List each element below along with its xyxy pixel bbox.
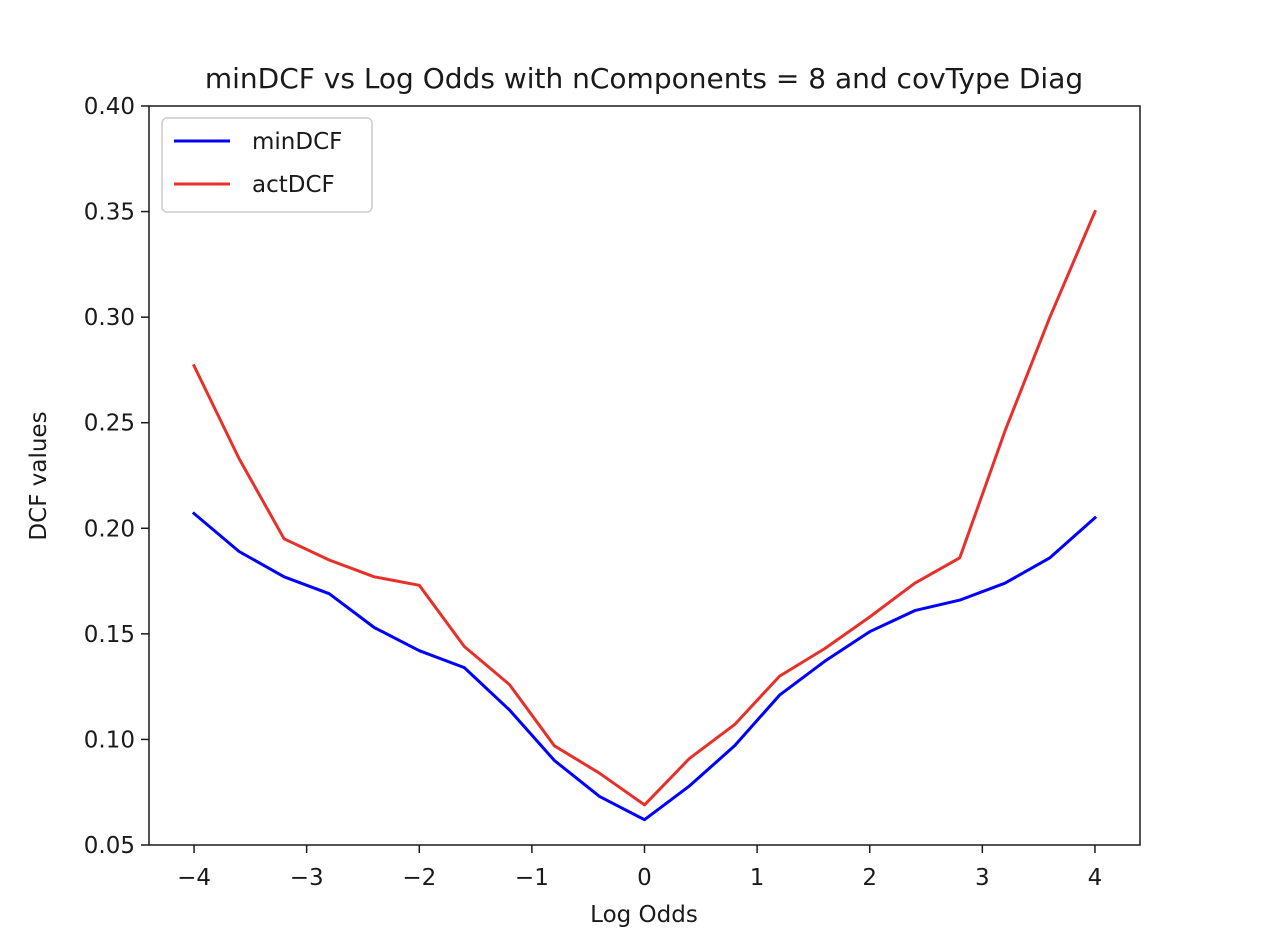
plot-frame <box>148 105 1141 846</box>
y-tick-label: 0.40 <box>84 94 135 120</box>
x-tick-label: −4 <box>177 865 211 891</box>
x-axis: −4 −3 −2 −1 0 1 2 3 4 <box>177 845 1102 891</box>
x-tick-label: 1 <box>750 865 765 891</box>
series-layer <box>191 209 1098 822</box>
y-tick-label: 0.20 <box>84 516 135 542</box>
y-tick-label: 0.35 <box>84 200 135 226</box>
x-tick-label: 2 <box>862 865 877 891</box>
y-tick-label: 0.05 <box>84 833 135 859</box>
legend: minDCF actDCF <box>161 117 373 213</box>
x-tick-label: 4 <box>1088 865 1103 891</box>
x-tick-label: −1 <box>515 865 549 891</box>
x-tick-label: 3 <box>975 865 990 891</box>
series-line-actdcf <box>191 209 1097 807</box>
x-tick-label: 0 <box>637 865 652 891</box>
chart-title: minDCF vs Log Odds with nComponents = 8 … <box>205 62 1083 95</box>
x-axis-label: Log Odds <box>590 902 698 928</box>
y-tick-label: 0.25 <box>84 411 135 437</box>
y-tick-label: 0.10 <box>84 727 135 753</box>
y-tick-label: 0.30 <box>84 305 135 331</box>
x-tick-label: −2 <box>402 865 436 891</box>
y-axis-label: DCF values <box>26 411 52 540</box>
legend-label-mindcf: minDCF <box>252 129 342 155</box>
x-tick-label: −3 <box>290 865 324 891</box>
series-line-mindcf <box>191 511 1098 822</box>
legend-label-actdcf: actDCF <box>252 172 335 198</box>
y-axis: 0.05 0.10 0.15 0.20 0.25 0.30 0.35 0.40 <box>84 94 149 859</box>
plot-area <box>148 105 1141 846</box>
y-tick-label: 0.15 <box>84 622 135 648</box>
